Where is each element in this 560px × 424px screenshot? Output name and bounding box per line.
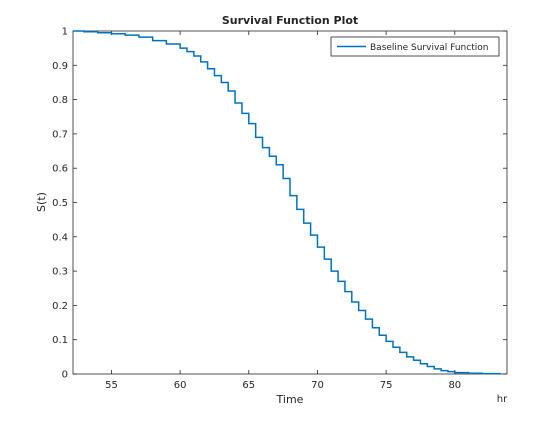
y-tick-label: 0.4	[52, 232, 68, 243]
x-tick-label: 65	[242, 380, 255, 391]
x-tick-label: 75	[380, 380, 393, 391]
series-layer	[73, 30, 501, 375]
x-axis-label: Time	[276, 393, 304, 406]
y-tick-label: 1	[62, 27, 68, 38]
x-tick-label: 55	[105, 380, 118, 391]
y-tick-label: 0.1	[52, 335, 68, 346]
plot-area: 55 60 65 70 75 80 0 0.1 0.2 0.3 0.4 0.5 0.6 0.7 0.8 0.…	[52, 27, 508, 391]
y-tick-label: 0.9	[52, 61, 68, 72]
y-tick-label: 0.3	[52, 267, 68, 278]
x-tick-label: 70	[311, 380, 324, 391]
y-axis-ticks: 0 0.1 0.2 0.3 0.4 0.5 0.6 0.7 0.8 0.9 1	[52, 27, 507, 381]
y-tick-label: 0	[62, 370, 68, 381]
legend-label: Baseline Survival Function	[370, 43, 488, 53]
x-axis-ticks: 55 60 65 70 75 80	[105, 31, 461, 391]
survival-curve-line	[73, 30, 501, 375]
y-tick-label: 0.5	[52, 198, 68, 209]
y-tick-label: 0.8	[52, 95, 68, 106]
y-axis-label: S(t)	[35, 192, 48, 212]
x-axis-unit: hr	[497, 394, 508, 405]
y-tick-label: 0.2	[52, 301, 68, 312]
x-tick-label: 60	[174, 380, 187, 391]
y-tick-label: 0.6	[52, 164, 68, 175]
y-tick-label: 0.7	[52, 129, 68, 140]
chart-title: Survival Function Plot	[222, 14, 358, 27]
x-tick-label: 80	[448, 380, 461, 391]
axes-box	[72, 30, 508, 375]
legend: Baseline Survival Function	[330, 36, 500, 57]
legend-box	[330, 36, 500, 57]
